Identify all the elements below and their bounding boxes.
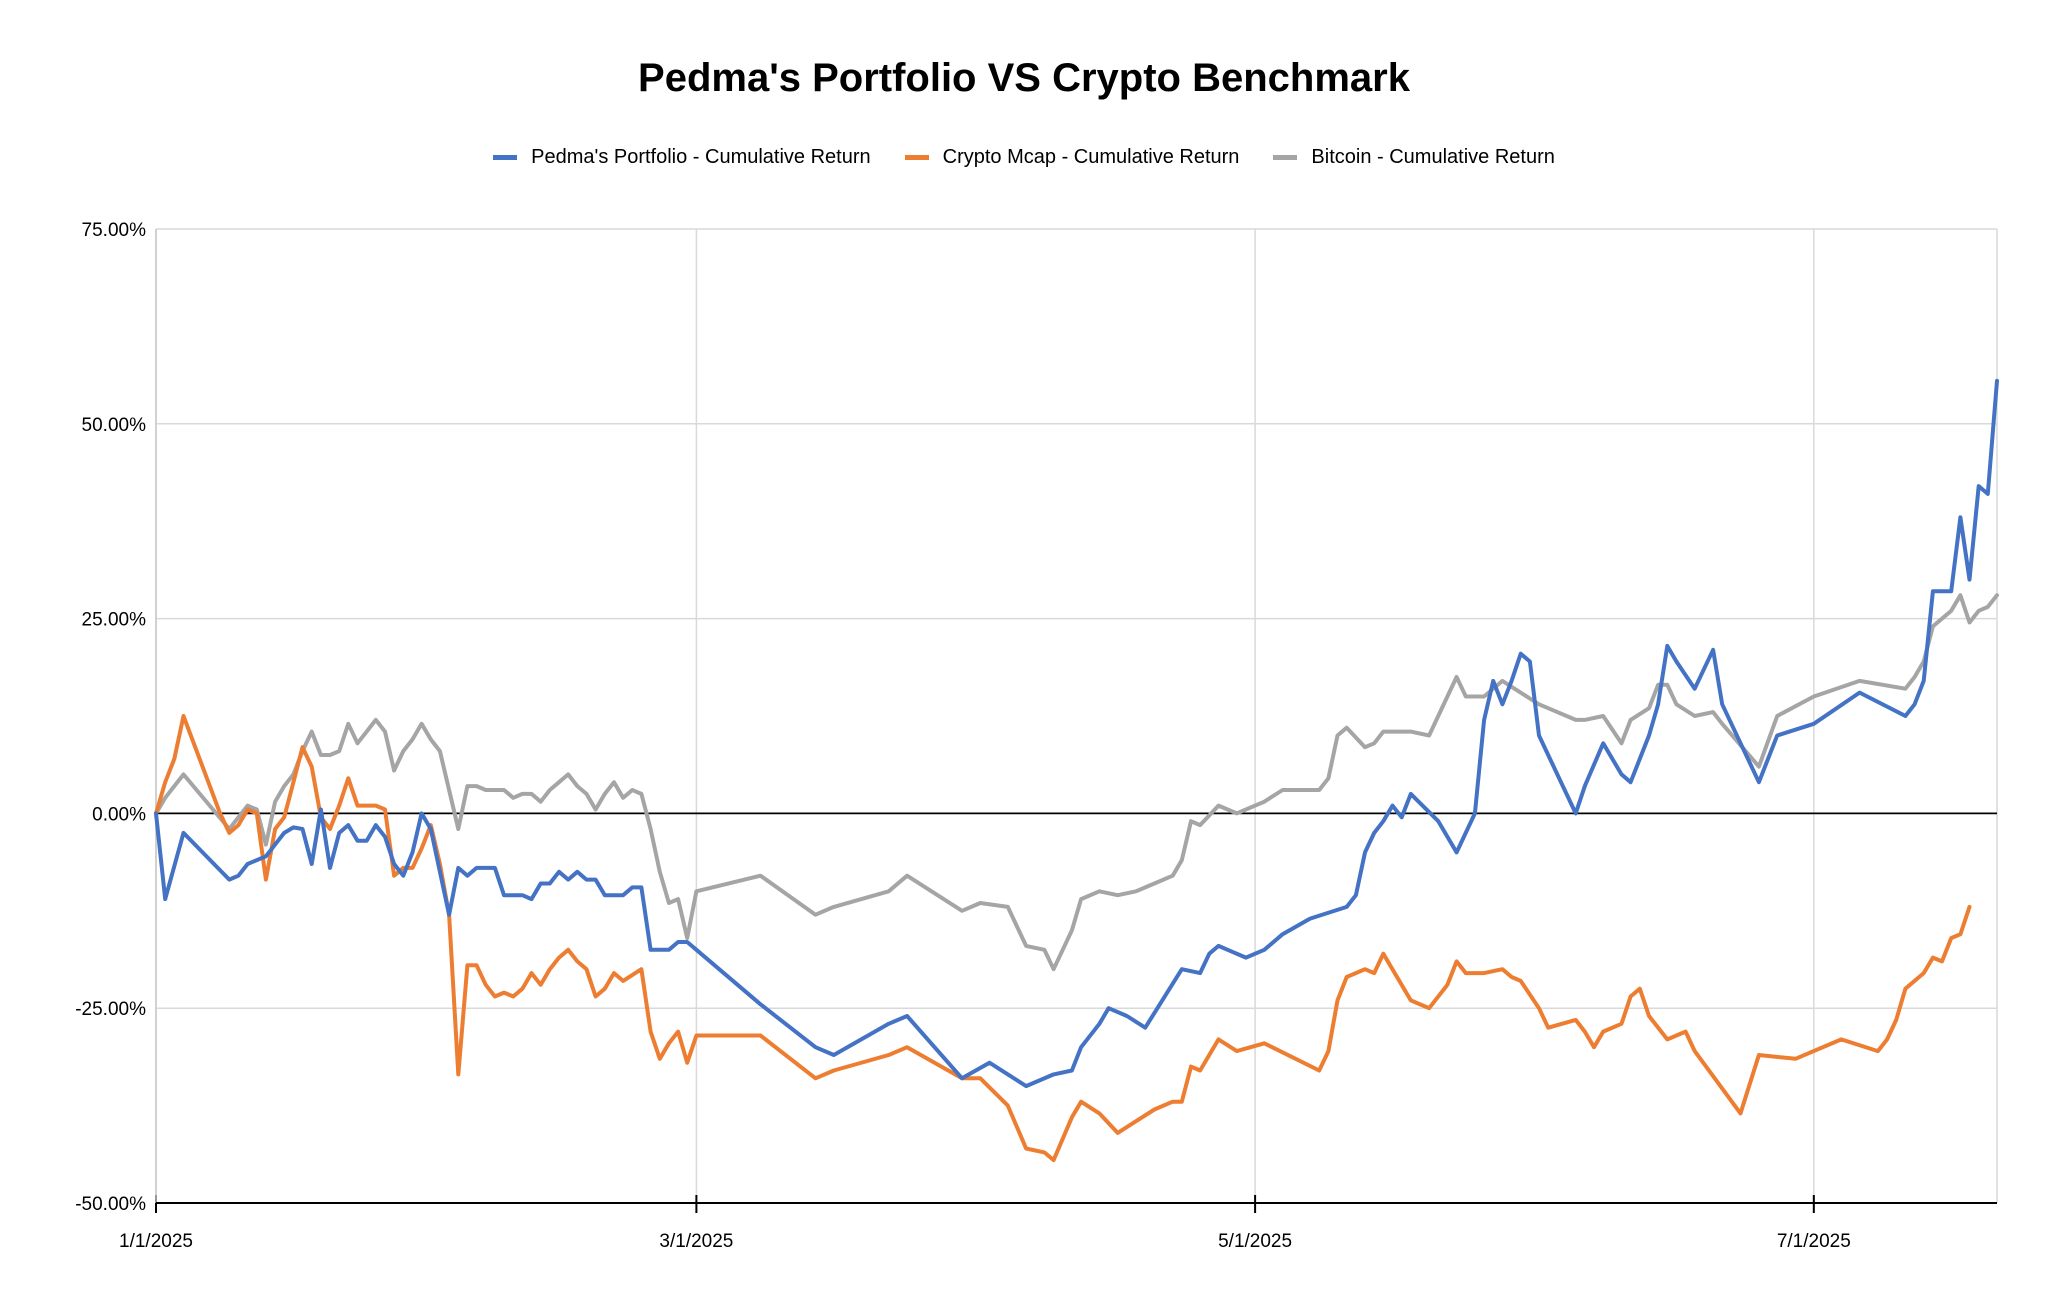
legend-item-crypto-mcap[interactable]: Crypto Mcap - Cumulative Return [904,146,1240,169]
x-tick-label: 3/1/2025 [659,1231,733,1252]
y-tick-label: -25.00% [75,999,146,1020]
legend-label-crypto-mcap: Crypto Mcap - Cumulative Return [942,146,1240,168]
y-tick-label: 75.00% [82,220,147,241]
legend-label-bitcoin: Bitcoin - Cumulative Return [1311,146,1555,168]
legend-swatch-portfolio [493,155,518,160]
tick-labels: 75.00% 50.00% 25.00% 0.00% -25.00% -50.00% 1/1… [75,220,1851,1252]
x-tick-label: 7/1/2025 [1777,1231,1851,1252]
y-tick-label: 25.00% [82,610,147,631]
legend-swatch-crypto-mcap [904,155,929,160]
legend-label-portfolio: Pedma's Portfolio - Cumulative Return [531,146,871,168]
series-line-crypto-mcap[interactable] [154,714,1972,1163]
series-line-portfolio[interactable] [154,378,1999,1089]
y-tick-label: 0.00% [92,804,146,825]
legend-swatch-bitcoin [1273,155,1298,160]
chart-legend: Pedma's Portfolio - Cumulative Return Cr… [0,146,2048,169]
x-tick-label: 1/1/2025 [119,1231,193,1252]
y-tick-label: 50.00% [82,415,147,436]
chart-title: Pedma's Portfolio VS Crypto Benchmark [638,56,1410,100]
y-tick-label: -50.00% [75,1194,146,1215]
x-tick-label: 5/1/2025 [1218,1231,1292,1252]
legend-item-bitcoin[interactable]: Bitcoin - Cumulative Return [1273,146,1555,169]
series-lines [154,378,1999,1163]
legend-item-portfolio[interactable]: Pedma's Portfolio - Cumulative Return [493,146,871,169]
series-line-bitcoin[interactable] [154,593,1999,972]
